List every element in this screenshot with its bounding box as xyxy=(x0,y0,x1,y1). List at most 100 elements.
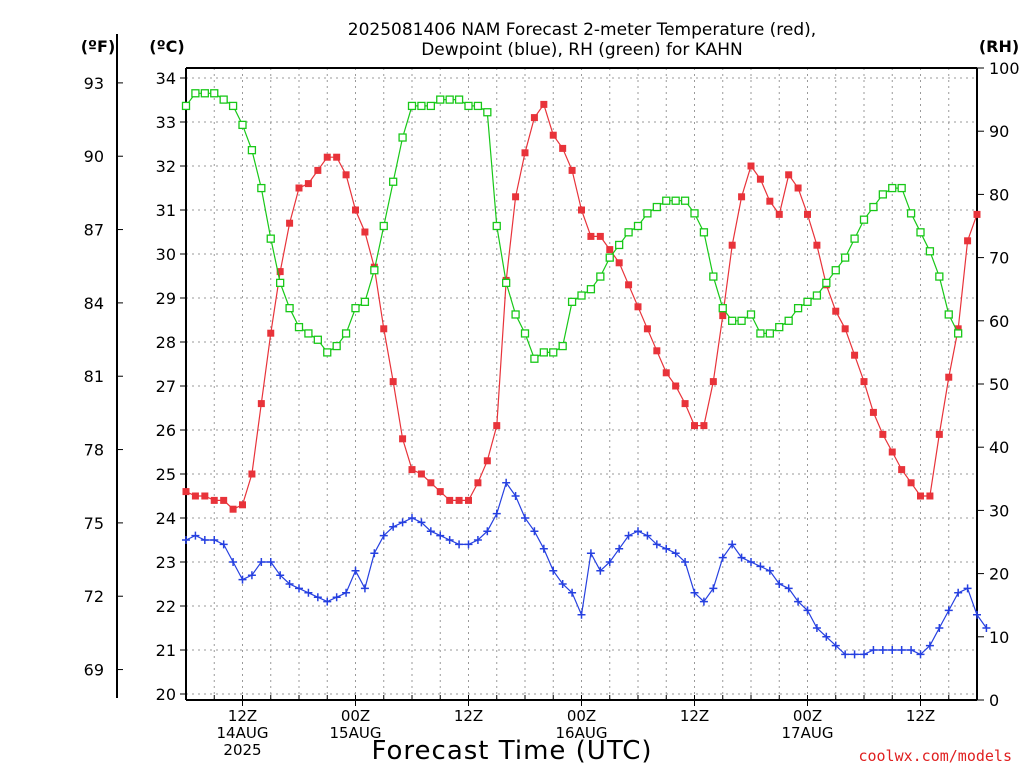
temperature-point xyxy=(559,144,567,152)
fahrenheit-tick-label: 93 xyxy=(84,74,104,93)
dewpoint-point xyxy=(935,624,944,632)
temperature-point xyxy=(945,373,953,381)
dewpoint-point xyxy=(492,509,501,518)
temperature-point xyxy=(785,171,793,179)
temperature-point xyxy=(653,347,661,355)
temperature-point xyxy=(427,479,435,487)
temperature-point xyxy=(210,496,218,504)
temperature-point xyxy=(295,184,303,192)
time-tick-label: 12Z xyxy=(906,707,935,725)
dewpoint-point xyxy=(634,527,642,536)
temperature-point xyxy=(248,470,256,478)
temperature-point xyxy=(333,153,341,161)
rh-point xyxy=(718,304,727,313)
dewpoint-point xyxy=(436,531,445,540)
dewpoint-point xyxy=(238,575,247,584)
dewpoint-point xyxy=(200,536,209,544)
dewpoint-point xyxy=(756,562,765,571)
temperature-point xyxy=(804,210,811,218)
rh-point xyxy=(454,95,464,104)
celsius-tick-label: 29 xyxy=(156,289,176,308)
temperature-point xyxy=(417,470,425,478)
dewpoint-point xyxy=(370,549,379,558)
dewpoint-point xyxy=(878,646,887,654)
dewpoint-point xyxy=(351,566,360,575)
dewpoint-point xyxy=(662,544,671,553)
rh-point xyxy=(935,272,944,281)
temperature-point xyxy=(879,430,887,438)
dewpoint-point xyxy=(229,558,238,566)
temperature-point xyxy=(549,131,557,139)
dewpoint-point xyxy=(342,588,351,597)
dewpoint-point xyxy=(737,553,746,562)
temperature-point xyxy=(634,303,642,311)
dewpoint-point xyxy=(191,531,200,540)
dewpoint-point xyxy=(822,632,831,641)
dewpoint-point xyxy=(304,588,313,597)
rh-point xyxy=(822,278,831,288)
rh-point xyxy=(850,234,859,243)
rh-point xyxy=(586,285,596,294)
dewpoint-point xyxy=(577,610,586,619)
rh-point xyxy=(605,253,614,262)
time-tick-label: 00Z xyxy=(567,707,596,725)
time-tick-label: 12Z xyxy=(228,707,257,725)
temperature-point xyxy=(530,114,538,122)
rh-point xyxy=(228,101,238,111)
dewpoint-point xyxy=(944,606,953,615)
celsius-tick-label: 20 xyxy=(156,685,176,704)
credit-label: coolwx.com/models xyxy=(858,747,1012,765)
time-tick-label: 00Z xyxy=(341,707,370,725)
rh-point xyxy=(473,101,483,111)
dewpoint-point xyxy=(671,549,680,558)
temperature-point xyxy=(775,210,783,218)
rh-point xyxy=(765,329,774,338)
dewpoint-point xyxy=(897,646,906,654)
dewpoint-point xyxy=(605,558,614,566)
rh-point xyxy=(690,209,699,218)
celsius-tick-label: 26 xyxy=(156,421,176,440)
celsius-tick-label: 22 xyxy=(156,597,176,616)
temperature-point xyxy=(465,496,472,504)
temperature-point xyxy=(615,259,623,267)
temperature-point xyxy=(286,219,294,227)
dewpoint-point xyxy=(558,580,567,588)
temperature-point xyxy=(483,457,491,465)
rh-tick-label: 70 xyxy=(989,249,1009,268)
time-tick-label: 14AUG xyxy=(217,724,269,742)
dewpoint-point xyxy=(408,514,416,522)
rh-tick-label: 40 xyxy=(989,438,1009,457)
rh-tick-label: 20 xyxy=(989,565,1009,584)
tick-labels: 20 21 22 23 24 25 26 27 28 29 30 31 32 33 34 69 72 75 78 81… xyxy=(84,59,1020,759)
temperature-point xyxy=(257,400,265,408)
celsius-tick-label: 25 xyxy=(156,465,176,484)
rh-point xyxy=(954,329,963,338)
temperature-point xyxy=(813,241,821,249)
temperature-point xyxy=(935,430,943,438)
rh-tick-label: 0 xyxy=(989,691,999,710)
temperature-point xyxy=(455,496,463,504)
temperature-point xyxy=(521,149,529,157)
rh-point xyxy=(539,348,548,357)
rh-point xyxy=(624,228,633,237)
rh-point xyxy=(323,348,332,357)
temperature-point xyxy=(399,435,407,443)
fahrenheit-unit-label: (ºF) xyxy=(81,37,116,56)
rh-tick-label: 90 xyxy=(989,122,1009,141)
rh-point xyxy=(426,101,435,111)
celsius-tick-label: 23 xyxy=(156,553,176,572)
rh-point xyxy=(709,272,718,281)
rh-point xyxy=(464,101,473,111)
temperature-point xyxy=(578,206,585,214)
dewpoint-point xyxy=(210,536,219,544)
rh-point xyxy=(784,316,793,325)
temperature-point xyxy=(191,492,199,500)
temperature-point xyxy=(841,325,849,333)
axes xyxy=(116,34,984,706)
dewpoint-point xyxy=(389,522,398,531)
rh-point xyxy=(530,354,539,363)
temperature-point xyxy=(182,488,190,496)
temperature-point xyxy=(474,479,482,487)
rh-point xyxy=(398,133,407,142)
celsius-tick-label: 21 xyxy=(156,641,176,660)
